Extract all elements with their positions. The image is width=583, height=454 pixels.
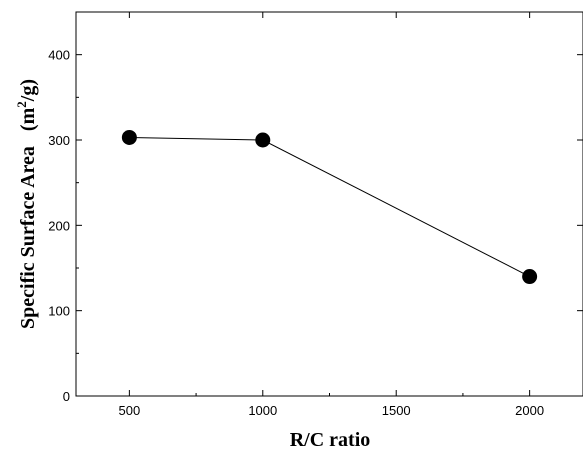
- plot-frame: [75, 11, 583, 397]
- data-point: [255, 132, 271, 148]
- x-tick-label: 1000: [248, 403, 277, 418]
- series-line: [129, 136, 530, 277]
- y-tick-label: 400: [48, 48, 70, 63]
- x-axis-title: R/C ratio: [290, 429, 371, 451]
- y-axis-ticks: 0 100 200 300 400: [48, 11, 583, 404]
- x-tick-label: 2000: [515, 403, 544, 418]
- y-axis-unit-prefix: (m: [17, 107, 39, 131]
- y-tick-label: 200: [48, 218, 70, 233]
- y-tick-label: 100: [48, 304, 70, 319]
- x-axis-ticks: 500 1000 1500 2000: [119, 12, 544, 418]
- y-axis-title-text: Specific Surface Area: [17, 146, 39, 329]
- data-point: [121, 129, 137, 145]
- y-axis-title: Specific Surface Area (m2/g): [14, 79, 39, 329]
- y-axis-unit-suffix: /g): [17, 79, 39, 102]
- y-tick-label: 0: [63, 389, 70, 404]
- x-tick-label: 1500: [382, 403, 411, 418]
- y-axis-unit-superscript: 2: [14, 101, 29, 108]
- x-tick-label: 500: [119, 403, 141, 418]
- data-series: [121, 129, 538, 285]
- data-point: [522, 269, 538, 285]
- y-tick-label: 300: [48, 133, 70, 148]
